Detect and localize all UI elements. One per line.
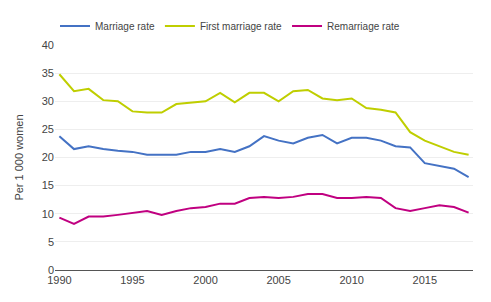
svg-text:20: 20	[42, 151, 54, 163]
svg-text:35: 35	[42, 67, 54, 79]
svg-text:Marriage rate: Marriage rate	[95, 21, 155, 32]
svg-text:1990: 1990	[47, 274, 71, 286]
svg-text:Per 1 000 women: Per 1 000 women	[13, 114, 25, 200]
svg-text:30: 30	[42, 95, 54, 107]
svg-text:2000: 2000	[193, 274, 217, 286]
svg-text:5: 5	[48, 236, 54, 248]
svg-text:1995: 1995	[120, 274, 144, 286]
svg-text:0: 0	[48, 264, 54, 276]
svg-text:15: 15	[42, 179, 54, 191]
svg-text:2010: 2010	[339, 274, 363, 286]
svg-text:First marriage rate: First marriage rate	[200, 21, 282, 32]
svg-text:2005: 2005	[266, 274, 290, 286]
svg-text:Remarriage rate: Remarriage rate	[327, 21, 400, 32]
svg-text:10: 10	[42, 208, 54, 220]
svg-text:2015: 2015	[413, 274, 437, 286]
svg-text:25: 25	[42, 123, 54, 135]
svg-text:40: 40	[42, 39, 54, 51]
